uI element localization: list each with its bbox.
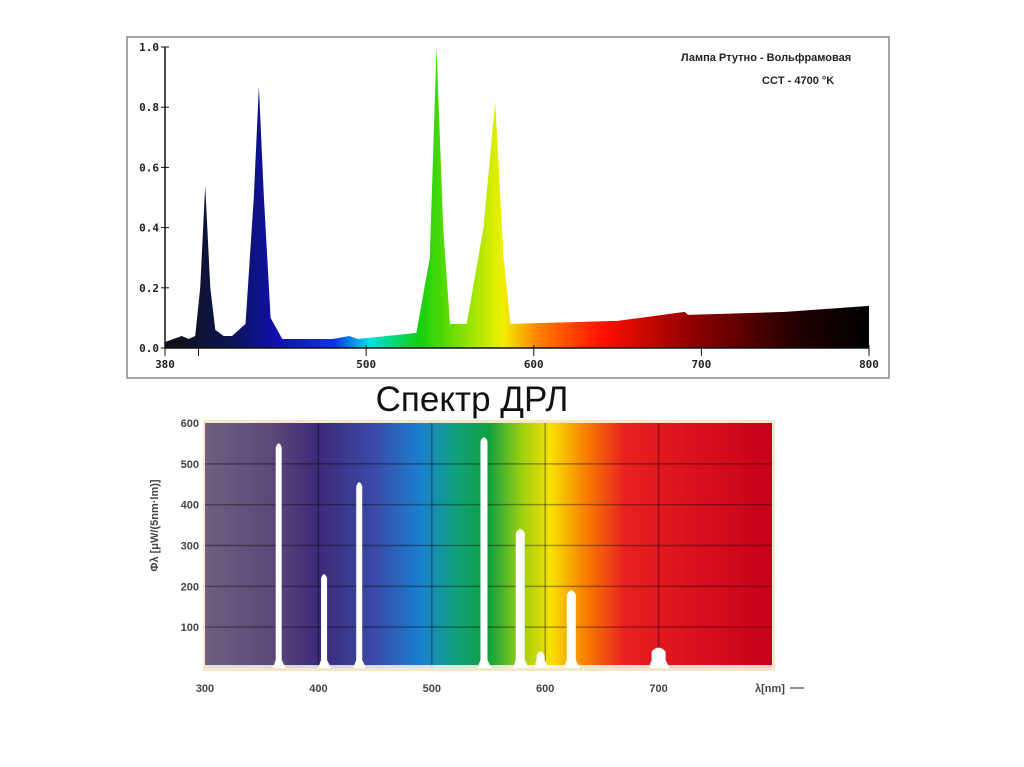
x-tick-label: 600 xyxy=(536,683,554,695)
emission-peak xyxy=(272,443,286,668)
emission-peak xyxy=(648,647,670,668)
x-tick-label: 600 xyxy=(524,358,544,371)
y-tick-label: 400 xyxy=(181,500,199,512)
spectrum-background xyxy=(205,423,772,668)
x-axis-label: λ[nm] xyxy=(755,683,785,695)
chart-annotation-title: Лампа Ртутно - Вольфрамовая xyxy=(681,52,851,64)
x-tick-label: 500 xyxy=(356,358,376,371)
emission-peak xyxy=(512,529,529,668)
emission-peak xyxy=(353,482,367,668)
y-tick-label: 300 xyxy=(181,541,199,553)
y-tick-label: 0.8 xyxy=(139,101,159,114)
figure-title: Спектр ДРЛ xyxy=(375,380,569,419)
x-tick-label: 500 xyxy=(423,683,441,695)
spectrum-area xyxy=(165,47,869,348)
x-tick-label: 380 xyxy=(155,358,175,371)
y-tick-label: 0.0 xyxy=(139,342,159,355)
y-tick-label: 100 xyxy=(181,622,199,634)
emission-peak xyxy=(477,437,492,668)
x-tick-label: 400 xyxy=(309,683,327,695)
y-tick-label: 0.2 xyxy=(139,282,159,295)
y-tick-label: 600 xyxy=(181,418,199,430)
y-tick-label: 200 xyxy=(181,581,199,593)
x-tick-label: 800 xyxy=(859,358,879,371)
y-tick-label: 0.6 xyxy=(139,161,159,174)
x-tick-label: 700 xyxy=(691,358,711,371)
y-tick-label: 500 xyxy=(181,459,199,471)
y-axis-label: Φλ [μW/(5nm·lm)] xyxy=(149,479,161,571)
emission-peak xyxy=(563,590,580,668)
emission-peak xyxy=(533,651,549,668)
y-tick-label: 1.0 xyxy=(139,41,159,54)
chart-annotation-cct: CCT - 4700 °K xyxy=(762,75,834,87)
emission-peak xyxy=(318,574,332,668)
x-tick-label: 300 xyxy=(196,683,214,695)
y-tick-label: 0.4 xyxy=(139,222,159,235)
x-tick-label: 700 xyxy=(649,683,667,695)
